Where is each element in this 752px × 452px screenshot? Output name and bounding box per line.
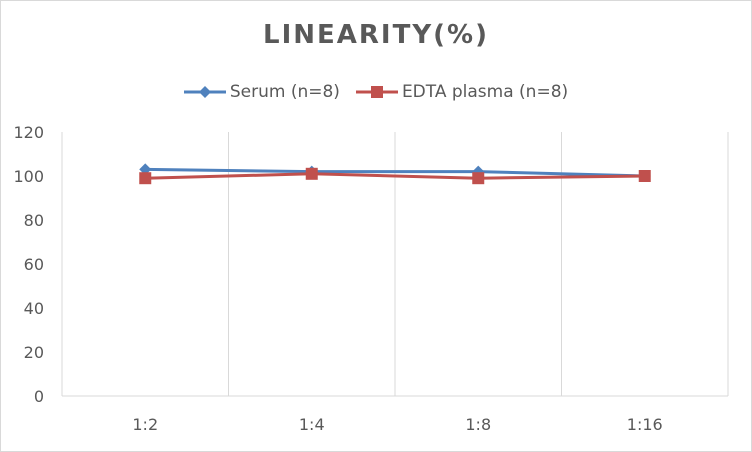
data-point-edta-plasma [472, 172, 485, 185]
legend-label-serum: Serum (n=8) [229, 82, 340, 102]
x-tick-label: 1:16 [627, 415, 663, 434]
data-point-edta-plasma [139, 172, 152, 185]
series-line-edta-plasma [145, 172, 645, 180]
legend-item-edta-plasma: EDTA plasma (n=8) [355, 82, 569, 102]
data-point-edta-plasma [638, 170, 651, 182]
legend-swatch-serum [183, 86, 226, 98]
x-tick-label: 1:8 [465, 415, 491, 434]
y-tick-label: 100 [13, 167, 44, 186]
x-tick-label: 1:2 [132, 415, 158, 434]
y-tick-label: 0 [34, 387, 44, 406]
legend-label-edta-plasma: EDTA plasma (n=8) [401, 82, 569, 102]
y-tick-label: 80 [24, 211, 44, 230]
chart-legend: Serum (n=8) EDTA plasma (n=8) [0, 79, 752, 105]
y-tick-label: 120 [13, 123, 44, 142]
y-tick-label: 60 [24, 255, 44, 274]
legend-swatch-edta-plasma [355, 86, 398, 98]
y-tick-label: 20 [24, 343, 44, 362]
data-point-edta-plasma [305, 167, 318, 180]
legend-item-serum: Serum (n=8) [183, 82, 340, 102]
series-line-serum [145, 167, 645, 178]
x-tick-label: 1:4 [299, 415, 325, 434]
y-tick-label: 40 [24, 299, 44, 318]
chart-title: LINEARITY(%) [263, 20, 489, 50]
